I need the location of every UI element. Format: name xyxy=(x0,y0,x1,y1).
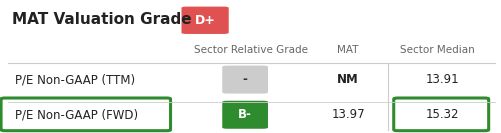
Text: 13.97: 13.97 xyxy=(331,108,365,121)
Text: P/E Non-GAAP (FWD): P/E Non-GAAP (FWD) xyxy=(15,108,138,121)
Text: 15.32: 15.32 xyxy=(426,108,459,121)
Text: MAT Valuation Grade: MAT Valuation Grade xyxy=(13,12,192,27)
FancyBboxPatch shape xyxy=(181,7,229,34)
Text: P/E Non-GAAP (TTM): P/E Non-GAAP (TTM) xyxy=(15,73,135,86)
Text: -: - xyxy=(242,73,247,86)
FancyBboxPatch shape xyxy=(222,66,268,94)
Text: B-: B- xyxy=(238,108,252,121)
Text: D+: D+ xyxy=(195,14,215,27)
Text: MAT: MAT xyxy=(337,45,359,55)
Text: Sector Relative Grade: Sector Relative Grade xyxy=(194,45,308,55)
FancyBboxPatch shape xyxy=(222,101,268,129)
Text: 13.91: 13.91 xyxy=(426,73,459,86)
Text: NM: NM xyxy=(337,73,359,86)
Text: Sector Median: Sector Median xyxy=(400,45,475,55)
